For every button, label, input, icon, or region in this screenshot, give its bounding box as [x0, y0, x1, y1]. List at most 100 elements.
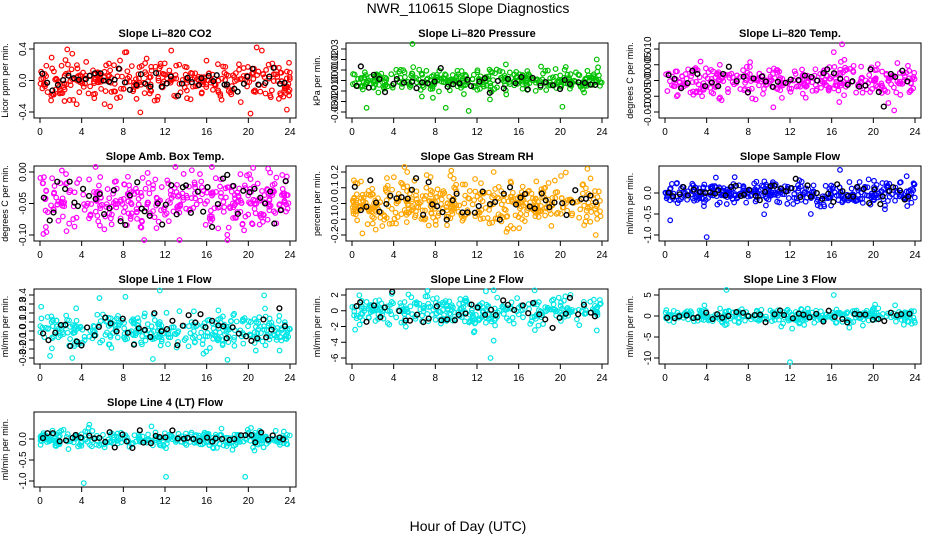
data-point: [532, 327, 538, 333]
highlight-point: [260, 316, 267, 323]
highlight-point: [56, 438, 63, 445]
outlier-point: [163, 473, 169, 480]
data-point: [495, 211, 502, 218]
data-point: [463, 73, 470, 80]
highlight-point: [396, 307, 403, 315]
data-point: [262, 305, 268, 312]
outlier-point: [752, 96, 759, 103]
data-point: [799, 72, 806, 79]
data-point: [383, 75, 390, 82]
data-point: [173, 331, 179, 338]
data-point: [48, 54, 55, 61]
highlight-point: [387, 192, 394, 199]
panel-title: Slope Sample Flow: [740, 151, 841, 163]
data-point: [532, 213, 539, 220]
data-point: [892, 318, 899, 325]
y-tick-label: -2: [330, 322, 341, 331]
highlight-point: [52, 329, 59, 336]
data-point: [104, 186, 111, 192]
data-point: [359, 191, 366, 198]
data-point: [113, 204, 120, 211]
highlight-point: [867, 66, 874, 73]
data-point: [287, 326, 293, 333]
data-point: [179, 190, 186, 197]
data-point: [42, 324, 49, 331]
data-point: [86, 176, 93, 183]
data-point: [49, 65, 56, 72]
outlier-point: [123, 49, 130, 56]
data-point: [174, 204, 181, 210]
data-point: [469, 313, 476, 320]
data-point: [63, 228, 70, 235]
data-point: [193, 201, 200, 208]
data-point: [65, 70, 72, 77]
data-point: [438, 196, 445, 203]
data-point: [878, 90, 885, 96]
data-point: [38, 315, 45, 322]
x-tick-label: 8: [121, 373, 127, 384]
data-point: [57, 180, 64, 187]
highlight-point: [75, 76, 82, 83]
data-point: [838, 58, 844, 65]
data-point: [210, 335, 217, 342]
highlight-point: [542, 197, 549, 204]
data-point: [263, 67, 270, 73]
data-point: [57, 87, 64, 94]
data-point: [579, 86, 586, 93]
x-tick-label: 8: [433, 127, 439, 138]
data-point: [551, 177, 558, 184]
x-tick-label: 16: [826, 250, 838, 261]
data-point: [425, 300, 432, 307]
data-point: [113, 315, 120, 322]
data-point: [472, 311, 479, 318]
highlight-point: [455, 311, 462, 318]
x-tick-label: 4: [704, 250, 710, 261]
data-point: [674, 200, 681, 207]
data-point: [544, 67, 551, 74]
data-point: [468, 307, 475, 313]
outlier-point: [69, 50, 76, 57]
data-point: [235, 192, 242, 199]
points-layer: [662, 287, 918, 366]
x-tick-label: 12: [159, 496, 171, 507]
data-point: [135, 201, 142, 208]
data-point: [778, 313, 784, 319]
highlight-point: [905, 193, 912, 200]
highlight-point: [169, 317, 176, 324]
data-point: [409, 204, 416, 211]
highlight-point: [133, 81, 140, 89]
data-point: [256, 221, 263, 228]
outlier-point: [363, 104, 370, 111]
data-point: [122, 204, 129, 210]
data-point: [142, 185, 149, 192]
data-point: [191, 75, 198, 81]
highlight-point: [758, 73, 766, 80]
data-point: [910, 85, 917, 92]
data-point: [515, 214, 522, 220]
data-point: [89, 428, 96, 434]
data-point: [559, 305, 566, 312]
data-point: [139, 175, 146, 181]
data-point: [114, 334, 121, 341]
highlight-point: [223, 335, 230, 342]
highlight-point: [806, 314, 813, 321]
data-point: [423, 184, 430, 191]
highlight-point: [277, 207, 284, 214]
data-point: [362, 72, 369, 78]
highlight-point: [860, 185, 867, 192]
data-point: [70, 97, 77, 103]
highlight-point: [271, 220, 278, 227]
data-point: [112, 323, 119, 329]
highlight-point: [789, 315, 796, 322]
y-tick-label: 0.1: [18, 315, 29, 329]
data-point: [812, 66, 819, 73]
outlier-point: [176, 237, 183, 243]
data-point: [695, 81, 702, 88]
data-point: [510, 225, 517, 232]
highlight-point: [102, 438, 109, 446]
data-point: [846, 324, 853, 331]
data-point: [351, 205, 358, 212]
highlight-point: [65, 72, 72, 79]
data-point: [358, 305, 365, 312]
data-point: [408, 72, 415, 79]
